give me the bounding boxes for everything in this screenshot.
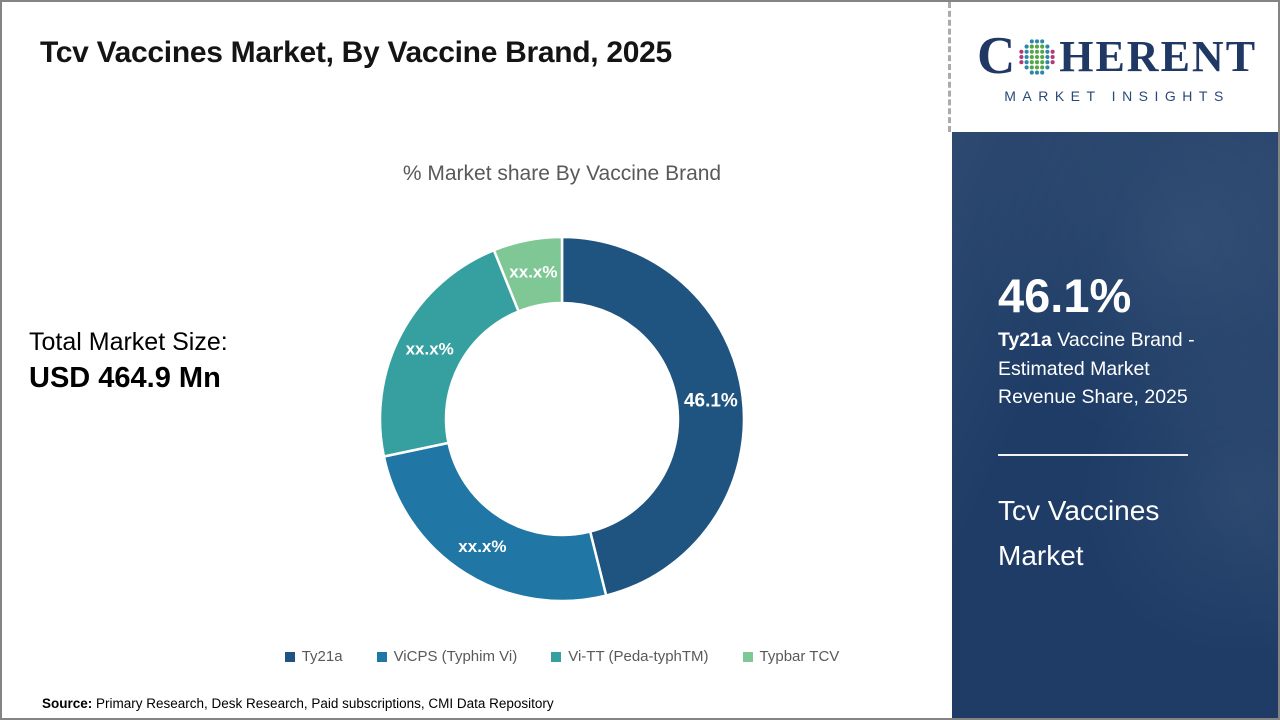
globe-dot bbox=[1029, 38, 1035, 43]
total-market-value: USD 464.9 Mn bbox=[29, 362, 221, 394]
globe-dot bbox=[1035, 49, 1040, 54]
globe-dot bbox=[1045, 44, 1050, 49]
globe-dot bbox=[1035, 54, 1040, 59]
globe-dot bbox=[1029, 70, 1035, 75]
slice-label-1: 46.1% bbox=[684, 391, 738, 412]
globe-dot bbox=[1029, 59, 1035, 64]
globe-dot bbox=[1029, 64, 1035, 69]
globe-dot bbox=[1045, 49, 1050, 54]
sidebar-stat-description: Ty21a Vaccine Brand - Estimated Market R… bbox=[998, 326, 1248, 412]
legend-item-1: Ty21a bbox=[284, 648, 343, 665]
globe-dot bbox=[1040, 59, 1045, 64]
globe-dot bbox=[1024, 44, 1029, 49]
logo-letters-rest: HERENT bbox=[1059, 31, 1258, 81]
donut-chart: 46.1% xx.x% xx.x% xx.x% bbox=[378, 235, 746, 603]
logo-tagline: MARKET INSIGHTS bbox=[1004, 88, 1230, 104]
sidebar-desc-line1: Ty21a Vaccine Brand - bbox=[998, 326, 1248, 355]
globe-dot bbox=[1035, 64, 1040, 69]
globe-dot bbox=[1019, 54, 1024, 59]
source-line: Source: Primary Research, Desk Research,… bbox=[42, 696, 554, 711]
legend-label: Ty21a bbox=[301, 648, 343, 665]
globe-dot bbox=[1040, 64, 1045, 69]
legend-label: Typbar TCV bbox=[759, 648, 840, 665]
globe-dot bbox=[1040, 54, 1045, 59]
globe-dot bbox=[1024, 64, 1029, 69]
globe-dot bbox=[1019, 59, 1024, 64]
dashed-divider bbox=[948, 2, 951, 132]
chart-title: % Market share By Vaccine Brand bbox=[402, 162, 722, 185]
globe-dot bbox=[1019, 49, 1024, 54]
sidebar-desc-line1-rest: Vaccine Brand - bbox=[1051, 329, 1195, 351]
globe-dot bbox=[1029, 49, 1035, 54]
legend-item-3: Vi-TT (Peda-typhTM) bbox=[551, 648, 709, 665]
globe-dot bbox=[1045, 59, 1050, 64]
globe-dot bbox=[1050, 49, 1055, 54]
logo-letter-c: C bbox=[976, 27, 1016, 85]
globe-dot bbox=[1040, 44, 1045, 49]
globe-dot bbox=[1035, 38, 1040, 43]
legend-item-4: Typbar TCV bbox=[742, 648, 840, 665]
globe-dot bbox=[1040, 49, 1045, 54]
chart-legend: Ty21a ViCPS (Typhim Vi) Vi-TT (Peda-typhTM… bbox=[142, 648, 982, 665]
globe-dot bbox=[1035, 44, 1040, 49]
globe-dot bbox=[1045, 54, 1050, 59]
legend-item-2: ViCPS (Typhim Vi) bbox=[376, 648, 518, 665]
sidebar-desc-line3: Revenue Share, 2025 bbox=[998, 386, 1188, 408]
coherent-market-insights-logo: C HERENT MARKET INSIGHTS bbox=[954, 6, 1278, 128]
page-title: Tcv Vaccines Market, By Vaccine Brand, 2… bbox=[40, 36, 672, 69]
total-market-size: Total Market Size: USD 464.9 Mn bbox=[29, 328, 228, 395]
globe-dots-icon bbox=[1019, 38, 1055, 75]
sidebar-stat-value: 46.1% bbox=[998, 269, 1132, 322]
legend-swatch-icon bbox=[742, 651, 753, 662]
globe-dot bbox=[1029, 54, 1035, 59]
slice-label-2: xx.x% bbox=[458, 537, 506, 556]
globe-dot bbox=[1040, 38, 1045, 43]
slice-label-3: xx.x% bbox=[406, 339, 454, 358]
globe-dot bbox=[1040, 70, 1045, 75]
highlight-sidebar: 46.1% Ty21a Vaccine Brand - Estimated Ma… bbox=[952, 132, 1278, 718]
globe-dot bbox=[1050, 54, 1055, 59]
legend-label: ViCPS (Typhim Vi) bbox=[393, 648, 518, 665]
sidebar-desc-bold: Ty21a bbox=[998, 329, 1052, 351]
logo-wordmark: C HERENT bbox=[977, 30, 1257, 83]
donut-slice-4 bbox=[492, 235, 564, 313]
sidebar-divider bbox=[998, 454, 1188, 456]
legend-label: Vi-TT (Peda-typhTM) bbox=[568, 648, 709, 665]
globe-dot bbox=[1024, 54, 1029, 59]
donut-slice-2 bbox=[382, 441, 608, 603]
globe-dot bbox=[1050, 59, 1055, 64]
source-text: Primary Research, Desk Research, Paid su… bbox=[92, 696, 554, 711]
donut-slice-1 bbox=[560, 235, 746, 597]
sidebar-desc-line2: Estimated Market bbox=[998, 357, 1150, 380]
source-label: Source: bbox=[42, 696, 93, 711]
globe-dot bbox=[1035, 70, 1040, 75]
legend-swatch-icon bbox=[551, 651, 562, 662]
globe-dot bbox=[1045, 64, 1050, 69]
globe-dot bbox=[1024, 49, 1029, 54]
globe-dot bbox=[1024, 59, 1029, 64]
legend-swatch-icon bbox=[284, 651, 295, 662]
total-market-label: Total Market Size: bbox=[29, 328, 228, 356]
globe-dot bbox=[1035, 59, 1040, 64]
slice-label-4: xx.x% bbox=[509, 263, 557, 282]
globe-dot bbox=[1029, 44, 1035, 49]
legend-swatch-icon bbox=[376, 651, 387, 662]
sidebar-market-name: Tcv Vaccines Market bbox=[998, 495, 1160, 571]
